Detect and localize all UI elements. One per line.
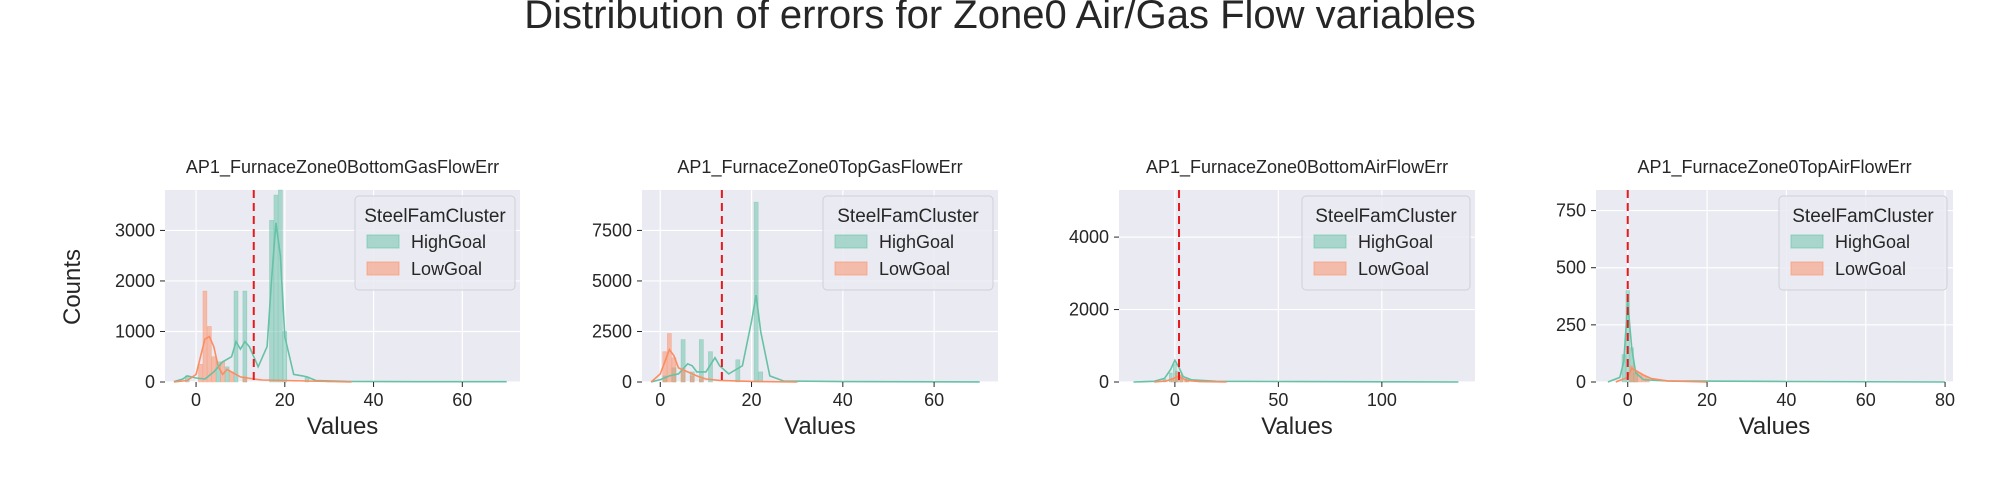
y-tick-label: 3000 — [115, 220, 155, 240]
legend-title: SteelFamCluster — [837, 206, 979, 227]
x-tick-label: 40 — [833, 390, 853, 410]
subplot-title: AP1_FurnaceZone0TopAirFlowErr — [1637, 157, 1911, 178]
x-tick-label: 20 — [1697, 390, 1717, 410]
y-tick-label: 0 — [622, 372, 632, 392]
legend-swatch-highgoal — [366, 234, 400, 249]
histogram-bar-lowgoal — [202, 290, 208, 383]
y-axis-label: Counts — [59, 249, 86, 325]
legend-swatch-lowgoal — [366, 261, 400, 276]
histogram-bar-highgoal — [224, 366, 230, 383]
x-tick-label: 40 — [1776, 390, 1796, 410]
y-tick-label: 7500 — [592, 220, 632, 240]
x-tick-label: 40 — [364, 390, 384, 410]
y-tick-label: 2000 — [115, 271, 155, 291]
legend-swatch-lowgoal — [1790, 261, 1824, 276]
x-axis-label: Values — [1261, 413, 1333, 440]
histogram-bar-highgoal — [758, 371, 763, 383]
histogram-bar-highgoal — [242, 290, 248, 383]
legend-title: SteelFamCluster — [364, 206, 506, 227]
x-axis-label: Values — [307, 413, 379, 440]
y-tick-label: 1000 — [115, 321, 155, 341]
x-tick-label: 0 — [655, 390, 665, 410]
kde-curve-highgoal — [173, 222, 507, 383]
legend-title: SteelFamCluster — [1792, 206, 1934, 227]
y-tick-label: 4000 — [1069, 227, 1109, 247]
x-tick-label: 100 — [1367, 390, 1397, 410]
x-tick-label: 20 — [742, 390, 762, 410]
kde-curve-lowgoal — [173, 335, 352, 383]
kde-curve-highgoal — [650, 294, 980, 383]
legend-entry-highgoal: HighGoal — [411, 232, 486, 252]
x-tick-label: 0 — [1623, 390, 1633, 410]
legend-entry-highgoal: HighGoal — [1835, 232, 1910, 252]
legend-swatch-highgoal — [1313, 234, 1347, 249]
x-axis-label: Values — [784, 413, 856, 440]
legend-entry-lowgoal: LowGoal — [1358, 259, 1429, 279]
x-tick-label: 60 — [924, 390, 944, 410]
legend-entry-lowgoal: LowGoal — [1835, 259, 1906, 279]
legend-entry-highgoal: HighGoal — [1358, 232, 1433, 252]
histogram-bar-lowgoal — [207, 326, 212, 383]
legend-swatch-lowgoal — [834, 261, 868, 276]
histogram-bar-highgoal — [1168, 372, 1173, 383]
x-tick-label: 80 — [1935, 390, 1955, 410]
kde-curve-highgoal — [1133, 358, 1459, 383]
kde-curve-highgoal — [1607, 301, 1946, 383]
subplot-title: AP1_FurnaceZone0BottomAirFlowErr — [1146, 157, 1448, 178]
figure-title: Distribution of errors for Zone0 Air/Gas… — [524, 0, 1476, 37]
legend-swatch-highgoal — [834, 234, 868, 249]
x-tick-label: 50 — [1268, 390, 1288, 410]
legend-swatch-highgoal — [1790, 234, 1824, 249]
y-tick-label: 0 — [1576, 372, 1586, 392]
histogram-bar-lowgoal — [689, 375, 695, 383]
x-tick-label: 60 — [1856, 390, 1876, 410]
y-tick-label: 750 — [1556, 201, 1586, 221]
legend-entry-lowgoal: LowGoal — [411, 259, 482, 279]
y-tick-label: 0 — [1099, 372, 1109, 392]
legend-swatch-lowgoal — [1313, 261, 1347, 276]
x-axis-label: Values — [1739, 413, 1811, 440]
x-tick-label: 0 — [1170, 390, 1180, 410]
y-tick-label: 0 — [145, 372, 155, 392]
kde-curve-lowgoal — [650, 348, 798, 383]
legend-entry-highgoal: HighGoal — [879, 232, 954, 252]
legend-title: SteelFamCluster — [1315, 206, 1457, 227]
histogram-bar-lowgoal — [198, 364, 203, 383]
x-tick-label: 0 — [191, 390, 201, 410]
y-tick-label: 2500 — [592, 321, 632, 341]
histogram-bar-highgoal — [753, 201, 759, 383]
histogram-bar-highgoal — [699, 339, 704, 383]
legend-entry-lowgoal: LowGoal — [879, 259, 950, 279]
histogram-bar-lowgoal — [667, 333, 672, 383]
subplot-title: AP1_FurnaceZone0BottomGasFlowErr — [186, 157, 499, 178]
histogram-bar-highgoal — [233, 290, 239, 383]
subplot-title: AP1_FurnaceZone0TopGasFlowErr — [677, 157, 962, 178]
x-tick-label: 20 — [275, 390, 295, 410]
histogram-bar-highgoal — [216, 361, 221, 383]
y-tick-label: 250 — [1556, 315, 1586, 335]
y-tick-label: 2000 — [1069, 300, 1109, 320]
histogram-bar-highgoal — [273, 194, 279, 383]
histogram-bar-lowgoal — [680, 369, 686, 383]
histogram-bar-lowgoal — [699, 378, 704, 383]
y-tick-label: 500 — [1556, 258, 1586, 278]
y-tick-label: 5000 — [592, 271, 632, 291]
histogram-bar-highgoal — [735, 359, 741, 383]
x-tick-label: 60 — [452, 390, 472, 410]
